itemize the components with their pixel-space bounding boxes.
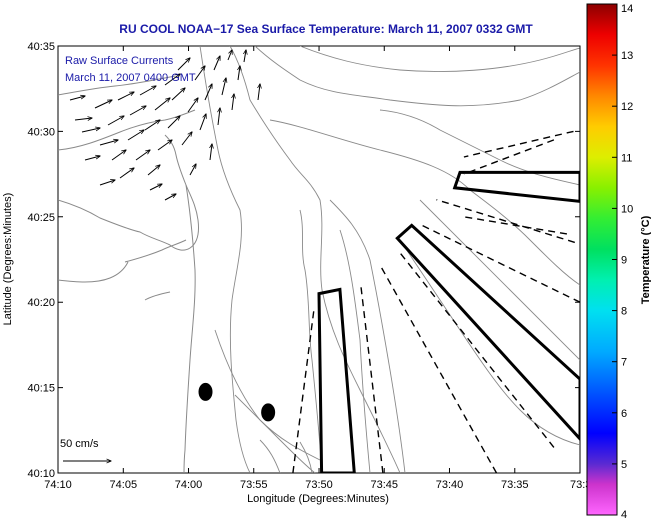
y-tick-label: 40:25 <box>27 212 55 224</box>
x-tick-label: 73:35 <box>501 479 529 491</box>
colorbar-tick-label: 12 <box>621 101 633 113</box>
colorbar-label: Temperature (°C) <box>640 215 651 304</box>
dashed-track-line <box>292 310 315 473</box>
dashed-track-line <box>463 216 568 235</box>
dashed-track-line <box>398 250 555 448</box>
x-tick-label: 73:50 <box>305 479 333 491</box>
colorbar-tick-label: 11 <box>621 152 632 164</box>
y-axis-ticks: 40:35 40:30 40:25 40:20 40:15 40:10 <box>27 41 580 480</box>
dashed-track-line <box>360 285 384 473</box>
solid-track-box <box>395 223 580 442</box>
colorbar-tick-label: 14 <box>621 3 633 15</box>
solid-track-box <box>452 170 580 203</box>
overlay-line-1: Raw Surface Currents <box>65 55 174 67</box>
y-tick-label: 40:10 <box>27 468 55 480</box>
y-tick-label: 40:30 <box>27 126 55 138</box>
colorbar-tick-label: 10 <box>621 203 633 215</box>
x-tick-label: 74:10 <box>44 479 72 491</box>
x-tick-label: 73:45 <box>370 479 398 491</box>
plot-area <box>57 45 581 474</box>
colorbar-tick-label: 4 <box>621 509 627 519</box>
dashed-track-line <box>381 267 498 473</box>
colorbar-tick-label: 13 <box>621 50 633 62</box>
dashed-track-line <box>436 199 576 244</box>
dashed-track-lines <box>292 130 580 473</box>
y-tick-label: 40:35 <box>27 41 55 53</box>
bathymetry-contours <box>199 46 580 473</box>
x-tick-label: 74:00 <box>175 479 203 491</box>
map-title: RU COOL NOAA−17 Sea Surface Temperature:… <box>119 22 533 36</box>
solid-track-boxes <box>317 170 580 473</box>
x-axis-label: Longitude (Degrees:Minutes) <box>247 493 389 505</box>
colorbar-tick-label: 8 <box>621 306 627 318</box>
station-markers <box>198 382 276 422</box>
colorbar-tick-label: 5 <box>621 459 627 471</box>
x-tick-label: 73:55 <box>240 479 268 491</box>
coastline <box>58 75 199 473</box>
x-axis-ticks: 74:10 74:05 74:00 73:55 73:50 73:45 73:40 73:35… <box>44 46 591 491</box>
dashed-track-line <box>421 224 580 303</box>
x-tick-label: 73:40 <box>436 479 464 491</box>
surface-current-vectors <box>69 50 260 201</box>
station-marker <box>198 382 213 401</box>
colorbar-tick-label: 6 <box>621 408 627 420</box>
x-tick-label: 73:3 <box>570 479 591 491</box>
overlay-line-2: March 11, 2007 0400 GMT <box>65 72 196 84</box>
colorbar-tick-label: 7 <box>621 357 627 369</box>
colorbar-ticks: 4 5 6 7 8 9 10 11 12 13 14 <box>612 3 633 519</box>
station-marker <box>261 403 276 422</box>
dashed-track-line <box>463 130 574 158</box>
y-tick-label: 40:20 <box>27 297 55 309</box>
y-tick-label: 40:15 <box>27 383 55 395</box>
solid-track-box <box>317 287 356 473</box>
scale-bar-label: 50 cm/s <box>60 438 99 450</box>
colorbar-tick-label: 9 <box>621 255 627 267</box>
y-axis-label: Latitude (Degrees:Minutes) <box>2 193 14 326</box>
x-tick-label: 74:05 <box>110 479 138 491</box>
dashed-track-line <box>463 139 555 175</box>
